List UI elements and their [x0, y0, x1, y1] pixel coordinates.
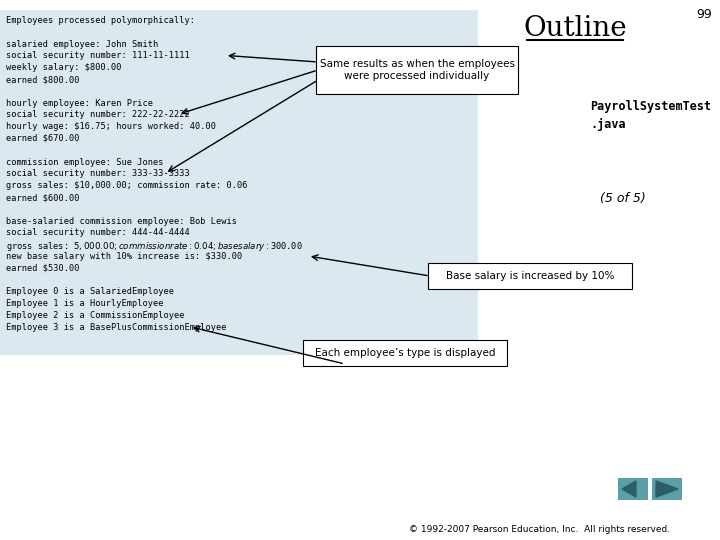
Text: (5 of 5): (5 of 5)	[600, 192, 646, 205]
Text: salaried employee: John Smith: salaried employee: John Smith	[6, 39, 158, 49]
Text: earned $600.00: earned $600.00	[6, 193, 79, 202]
Text: earned $670.00: earned $670.00	[6, 134, 79, 143]
Text: gross sales: $5,000.00; commission rate: 0.04; base salary: $300.00: gross sales: $5,000.00; commission rate:…	[6, 240, 302, 253]
Text: hourly employee: Karen Price: hourly employee: Karen Price	[6, 99, 153, 107]
FancyBboxPatch shape	[652, 478, 682, 500]
Text: Each employee’s type is displayed: Each employee’s type is displayed	[315, 348, 495, 358]
Text: new base salary with 10% increase is: $330.00: new base salary with 10% increase is: $3…	[6, 252, 242, 261]
Text: commission employee: Sue Jones: commission employee: Sue Jones	[6, 158, 163, 167]
Text: gross sales: $10,000.00; commission rate: 0.06: gross sales: $10,000.00; commission rate…	[6, 181, 248, 190]
Text: earned $800.00: earned $800.00	[6, 75, 79, 84]
Text: weekly salary: $800.00: weekly salary: $800.00	[6, 63, 122, 72]
Text: © 1992-2007 Pearson Education, Inc.  All rights reserved.: © 1992-2007 Pearson Education, Inc. All …	[410, 525, 670, 535]
FancyBboxPatch shape	[618, 478, 648, 500]
Text: hourly wage: $16.75; hours worked: 40.00: hourly wage: $16.75; hours worked: 40.00	[6, 122, 216, 131]
FancyBboxPatch shape	[303, 340, 507, 366]
Polygon shape	[656, 481, 678, 497]
Text: social security number: 333-33-3333: social security number: 333-33-3333	[6, 170, 190, 178]
Text: Outline: Outline	[523, 15, 627, 42]
Text: Same results as when the employees
were processed individually: Same results as when the employees were …	[320, 59, 515, 81]
Text: base-salaried commission employee: Bob Lewis: base-salaried commission employee: Bob L…	[6, 217, 237, 226]
Text: PayrollSystemTest: PayrollSystemTest	[590, 100, 711, 113]
Text: Base salary is increased by 10%: Base salary is increased by 10%	[446, 271, 614, 281]
Text: Employee 3 is a BasePlusCommissionEmployee: Employee 3 is a BasePlusCommissionEmploy…	[6, 323, 227, 332]
Text: Employee 0 is a SalariedEmployee: Employee 0 is a SalariedEmployee	[6, 287, 174, 296]
Text: .java: .java	[590, 118, 626, 131]
Text: social security number: 111-11-1111: social security number: 111-11-1111	[6, 51, 190, 60]
Polygon shape	[622, 481, 636, 497]
Text: 99: 99	[696, 8, 712, 21]
Text: Employee 1 is a HourlyEmployee: Employee 1 is a HourlyEmployee	[6, 299, 163, 308]
FancyBboxPatch shape	[0, 10, 478, 355]
Text: social security number: 222-22-2222: social security number: 222-22-2222	[6, 110, 190, 119]
Text: social security number: 444-44-4444: social security number: 444-44-4444	[6, 228, 190, 238]
Text: Employees processed polymorphically:: Employees processed polymorphically:	[6, 16, 195, 25]
FancyBboxPatch shape	[428, 263, 632, 289]
Text: earned $530.00: earned $530.00	[6, 264, 79, 273]
FancyBboxPatch shape	[316, 46, 518, 94]
Text: Employee 2 is a CommissionEmployee: Employee 2 is a CommissionEmployee	[6, 311, 184, 320]
